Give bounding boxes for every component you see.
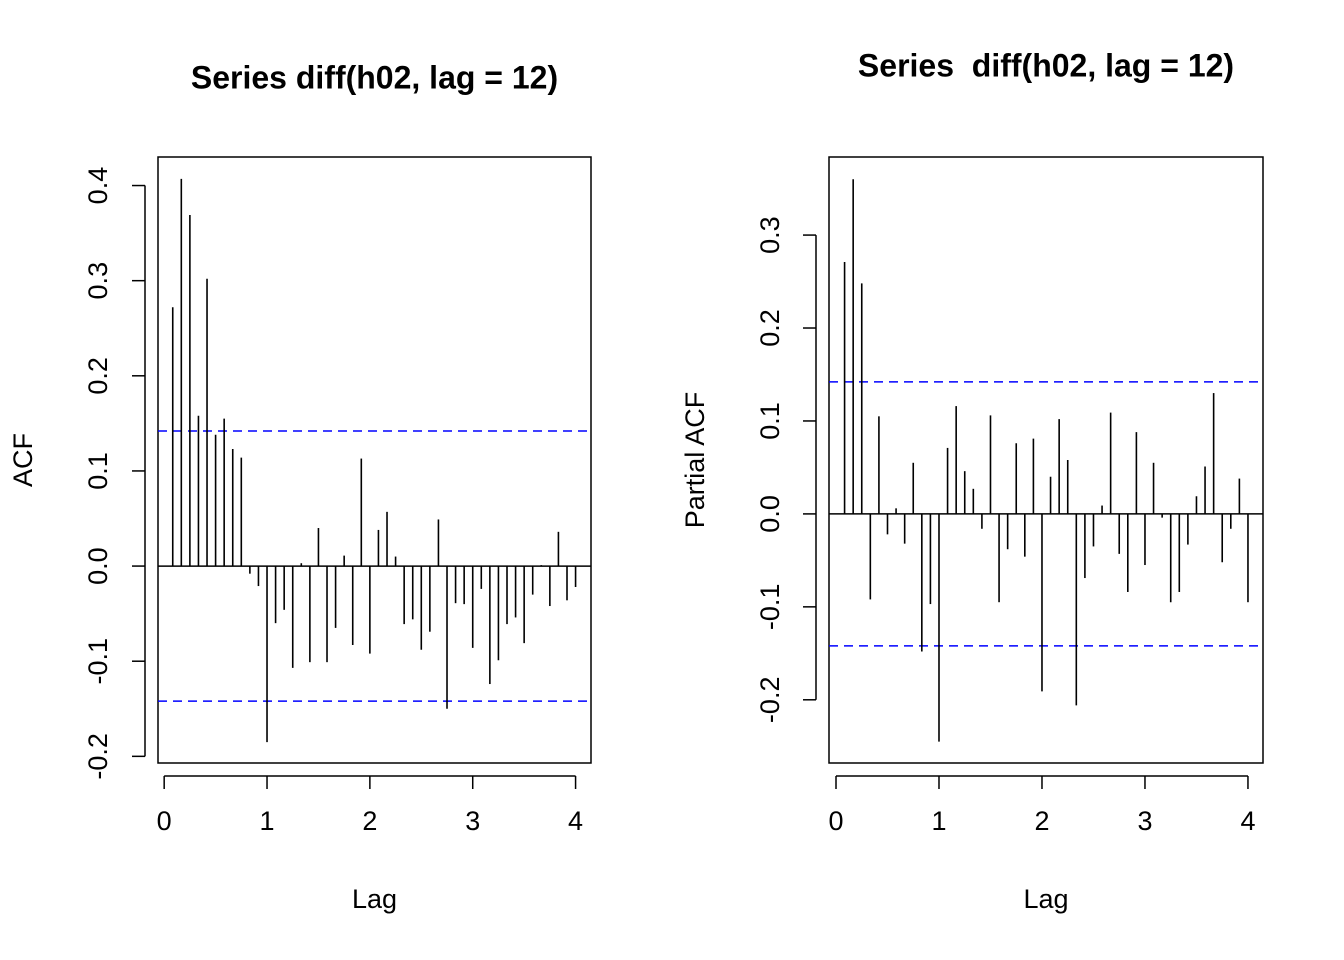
x-tick-label: 0 xyxy=(157,806,172,836)
x-tick-label: 2 xyxy=(1034,806,1049,836)
y-tick-label: 0.2 xyxy=(83,357,113,395)
y-tick-label: -0.2 xyxy=(83,733,113,780)
y-tick-label: 0.2 xyxy=(755,309,785,347)
x-axis-label: Lag xyxy=(352,884,397,914)
y-tick-label: 0.0 xyxy=(83,547,113,585)
y-tick-label: 0.0 xyxy=(755,495,785,533)
y-axis-label: ACF xyxy=(8,433,38,487)
x-tick-label: 3 xyxy=(465,806,480,836)
y-tick-label: -0.1 xyxy=(755,584,785,631)
y-tick-label: -0.2 xyxy=(755,677,785,724)
plot-frame xyxy=(828,156,1264,764)
x-tick-label: 3 xyxy=(1137,806,1152,836)
chart-title: Series diff(h02, lag = 12) xyxy=(858,47,1234,83)
y-tick-label: 0.3 xyxy=(755,216,785,254)
y-tick-label: -0.1 xyxy=(83,638,113,685)
x-tick-label: 2 xyxy=(362,806,377,836)
x-tick-label: 1 xyxy=(931,806,946,836)
y-tick-label: 0.1 xyxy=(83,452,113,490)
chart-title: Series diff(h02, lag = 12) xyxy=(191,59,558,95)
y-axis-label: Partial ACF xyxy=(680,392,710,529)
y-tick-label: 0.1 xyxy=(755,402,785,440)
plot-frame xyxy=(157,156,592,764)
y-tick-label: 0.3 xyxy=(83,262,113,300)
x-tick-label: 1 xyxy=(260,806,275,836)
x-tick-label: 4 xyxy=(568,806,583,836)
x-tick-label: 0 xyxy=(828,806,843,836)
x-tick-label: 4 xyxy=(1240,806,1255,836)
x-axis-label: Lag xyxy=(1023,884,1068,914)
y-tick-label: 0.4 xyxy=(83,167,113,205)
